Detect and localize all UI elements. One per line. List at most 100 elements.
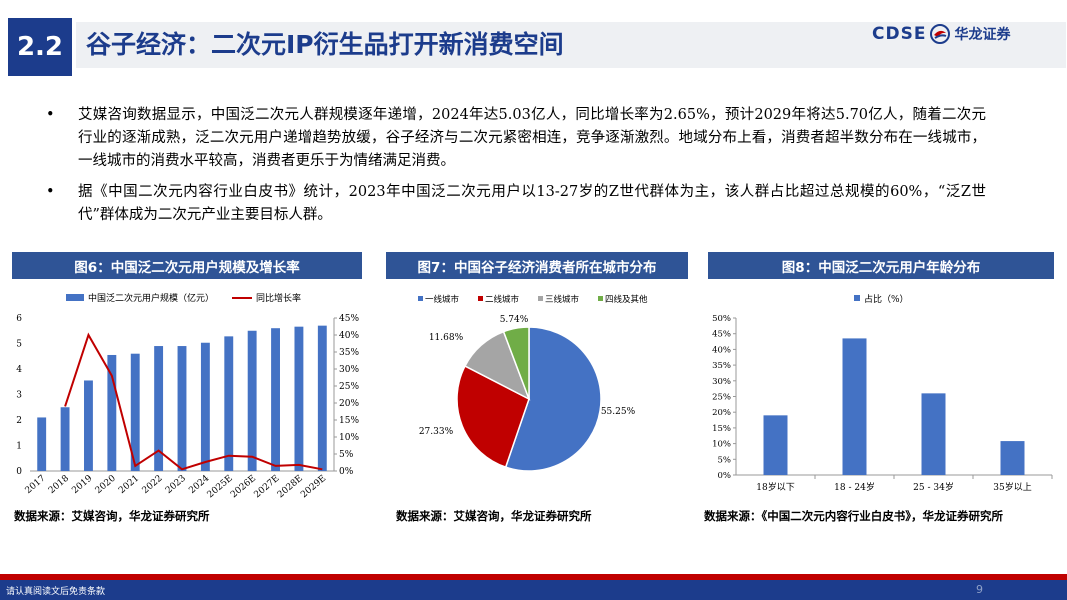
- bar-1: [842, 338, 867, 475]
- city-distribution-pie: 一线城市 二线城市 三线城市 四线及其他 55.25% 27.33% 11.68% 5.74%: [418, 294, 648, 472]
- legend-bar-swatch: [66, 294, 84, 301]
- figure6-title: 图6：中国泛二次元用户规模及增长率: [12, 252, 362, 279]
- bar-2029E: [317, 325, 327, 471]
- figure6-source: 数据来源：艾媒咨询，华龙证券研究所: [14, 509, 210, 523]
- bullet-dot: •: [46, 184, 55, 200]
- legend-label-3: 四线及其他: [605, 294, 648, 305]
- legend-swatch-1: [478, 296, 483, 301]
- x-tick-label: 2029E: [299, 474, 328, 501]
- legend-swatch-0: [418, 296, 423, 301]
- bar-0: [763, 415, 788, 475]
- bar-2022: [154, 346, 164, 471]
- x-tick-label: 2021: [117, 474, 141, 496]
- y-left-tick: 0: [16, 467, 22, 477]
- y-right-tick: 35%: [339, 348, 359, 358]
- x-tick-label: 2020: [94, 473, 118, 496]
- y-right-tick: 30%: [339, 365, 359, 375]
- legend-label-0: 一线城市: [425, 294, 460, 305]
- x-tick-label: 2018: [47, 473, 71, 496]
- x-tick-label: 2026E: [229, 474, 258, 501]
- y-tick-label: 10%: [712, 440, 731, 450]
- legend-label: 占比（%）: [864, 293, 909, 305]
- bar-2021: [130, 353, 140, 471]
- legend-swatch-3: [598, 296, 603, 301]
- y-right-tick: 5%: [339, 450, 354, 460]
- section-number: 2.2: [8, 18, 72, 76]
- y-right-tick: 20%: [339, 399, 359, 409]
- footer-blue-band: [0, 580, 1067, 600]
- bar-2019: [84, 380, 93, 471]
- y-left-tick: 2: [16, 416, 22, 426]
- footer: 请认真阅读文后免责条款 9: [0, 574, 1067, 600]
- page-title: 谷子经济：二次元IP衍生品打开新消费空间: [86, 30, 564, 59]
- legend-label-2: 三线城市: [545, 294, 580, 305]
- user-scale-chart: 中国泛二次元用户规模（亿元） 同比增长率 0 1 2 3 4 5 6 0% 5% 10% 15% 20% 2…: [16, 292, 359, 501]
- bar-2017: [37, 417, 47, 471]
- x-tick-label: 2019: [70, 473, 94, 496]
- legend-swatch: [854, 295, 860, 301]
- x-tick-label: 18 - 24岁: [834, 481, 875, 493]
- figure8-title: 图8：中国泛二次元用户年龄分布: [708, 252, 1054, 279]
- y-right-tick: 25%: [339, 382, 359, 392]
- brand-logo: CDSE 华龙证券: [872, 22, 1010, 46]
- y-left-tick: 4: [16, 365, 22, 375]
- y-tick-label: 25%: [712, 393, 731, 403]
- bar-2023: [177, 346, 187, 471]
- x-tick-label: 2028E: [276, 474, 305, 501]
- y-tick-label: 15%: [712, 424, 731, 434]
- y-tick-label: 40%: [712, 345, 731, 355]
- pie-slice-1: [456, 364, 530, 469]
- y-right-tick: 45%: [339, 314, 359, 324]
- header: 2.2 谷子经济：二次元IP衍生品打开新消费空间 CDSE 华龙证券: [0, 0, 1067, 80]
- bar-2018: [60, 407, 70, 471]
- bullet-text: 据《中国二次元内容行业白皮书》统计，2023年中国泛二次元用户以13-27岁的Z…: [78, 184, 986, 223]
- bar-2024: [200, 342, 210, 471]
- x-tick-label: 25 - 34岁: [913, 481, 954, 493]
- pie-slice-3: [502, 326, 530, 400]
- y-left-tick: 6: [16, 314, 22, 324]
- y-right-tick: 0%: [339, 467, 354, 477]
- page-number: 9: [976, 583, 983, 596]
- bar-2026E: [247, 330, 257, 471]
- bar-3: [1000, 441, 1025, 475]
- bar-2025E: [224, 336, 234, 471]
- pie-value-label-0: 55.25%: [601, 407, 636, 417]
- x-tick-label: 2017: [24, 473, 48, 496]
- y-tick-label: 45%: [712, 330, 731, 340]
- bullet-text: 艾媒咨询数据显示，中国泛二次元人群规模逐年递增，2024年达5.03亿人，同比增…: [78, 107, 986, 169]
- logo-cn: 华龙证券: [954, 27, 1011, 43]
- legend-bar-label: 中国泛二次元用户规模（亿元）: [88, 292, 214, 304]
- x-tick-label: 18岁以下: [756, 481, 794, 493]
- bullet-item: • 艾媒咨询数据显示，中国泛二次元人群规模逐年递增，2024年达5.03亿人，同…: [46, 104, 986, 173]
- y-left-tick: 3: [16, 391, 22, 401]
- y-tick-label: 30%: [712, 377, 731, 387]
- footer-red-stripe: [0, 574, 1067, 580]
- bullet-list: • 艾媒咨询数据显示，中国泛二次元人群规模逐年递增，2024年达5.03亿人，同…: [46, 104, 986, 235]
- bullet-dot: •: [46, 107, 55, 123]
- figure7-source: 数据来源：艾媒咨询，华龙证券研究所: [396, 509, 592, 523]
- bar-2027E: [271, 328, 280, 471]
- figure7-title: 图7：中国谷子经济消费者所在城市分布: [386, 252, 688, 279]
- legend-line-label: 同比增长率: [256, 292, 301, 304]
- y-right-tick: 10%: [339, 433, 359, 443]
- logo-text: CDSE: [872, 24, 927, 44]
- legend-swatch-2: [538, 296, 543, 301]
- x-tick-label: 2025E: [206, 474, 235, 501]
- disclaimer-text: 请认真阅读文后免责条款: [6, 587, 106, 597]
- y-left-tick: 5: [16, 340, 22, 350]
- x-tick-label: 2027E: [252, 474, 281, 501]
- bar-2: [921, 393, 946, 475]
- x-tick-label: 2022: [141, 474, 165, 496]
- figure8-source: 数据来源：《中国二次元内容行业白皮书》，华龙证券研究所: [704, 509, 1003, 523]
- y-tick-label: 20%: [712, 408, 731, 418]
- growth-rate-line: [64, 332, 323, 471]
- x-tick-label: 2023: [164, 473, 188, 496]
- x-tick-label: 35岁以上: [993, 481, 1031, 493]
- age-distribution-chart: 占比（%） 0% 5% 10% 15% 20% 25% 30% 35% 40% 45% 50% 18岁以…: [712, 293, 1053, 493]
- legend-label-1: 二线城市: [485, 294, 520, 305]
- bullet-item: • 据《中国二次元内容行业白皮书》统计，2023年中国泛二次元用户以13-27岁…: [46, 181, 986, 227]
- dragon-icon: [930, 24, 951, 44]
- pie-value-label-1: 27.33%: [419, 427, 454, 437]
- y-left-tick: 1: [16, 442, 22, 452]
- bar-2028E: [294, 326, 304, 471]
